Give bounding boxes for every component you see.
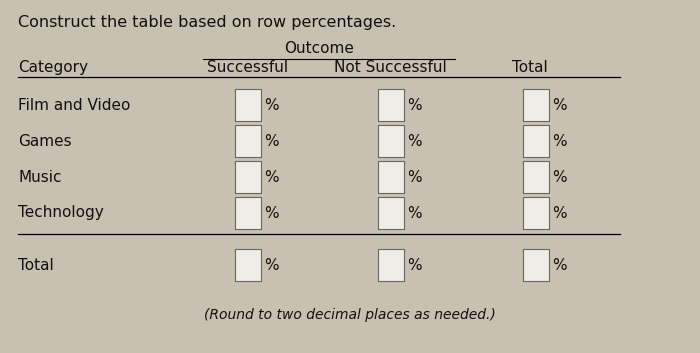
Text: Film and Video: Film and Video — [18, 97, 130, 113]
Bar — [523, 125, 549, 157]
Text: %: % — [552, 169, 566, 185]
Bar — [523, 249, 549, 281]
Text: %: % — [407, 169, 421, 185]
Text: (Round to two decimal places as needed.): (Round to two decimal places as needed.) — [204, 308, 496, 322]
Text: %: % — [407, 205, 421, 221]
Bar — [378, 197, 404, 229]
Bar — [235, 197, 261, 229]
Text: Outcome: Outcome — [284, 41, 354, 56]
Text: %: % — [552, 257, 566, 273]
Text: Total: Total — [512, 60, 548, 75]
Text: %: % — [264, 169, 279, 185]
Text: Successful: Successful — [207, 60, 288, 75]
Text: %: % — [264, 257, 279, 273]
Text: %: % — [407, 133, 421, 149]
Text: %: % — [552, 205, 566, 221]
Text: Games: Games — [18, 133, 71, 149]
Bar — [523, 89, 549, 121]
Text: %: % — [552, 97, 566, 113]
Bar — [523, 197, 549, 229]
Text: %: % — [552, 133, 566, 149]
Bar — [235, 161, 261, 193]
Bar — [378, 125, 404, 157]
Bar — [235, 249, 261, 281]
Text: Technology: Technology — [18, 205, 104, 221]
Bar — [523, 161, 549, 193]
Text: Construct the table based on row percentages.: Construct the table based on row percent… — [18, 15, 396, 30]
Text: Not Successful: Not Successful — [334, 60, 447, 75]
Text: Music: Music — [18, 169, 62, 185]
Text: Category: Category — [18, 60, 88, 75]
Bar — [378, 161, 404, 193]
Bar — [378, 249, 404, 281]
Text: %: % — [264, 205, 279, 221]
Text: Total: Total — [18, 257, 54, 273]
Bar — [378, 89, 404, 121]
Text: %: % — [264, 97, 279, 113]
Text: %: % — [264, 133, 279, 149]
Text: %: % — [407, 257, 421, 273]
Bar — [235, 125, 261, 157]
Bar — [235, 89, 261, 121]
Text: %: % — [407, 97, 421, 113]
